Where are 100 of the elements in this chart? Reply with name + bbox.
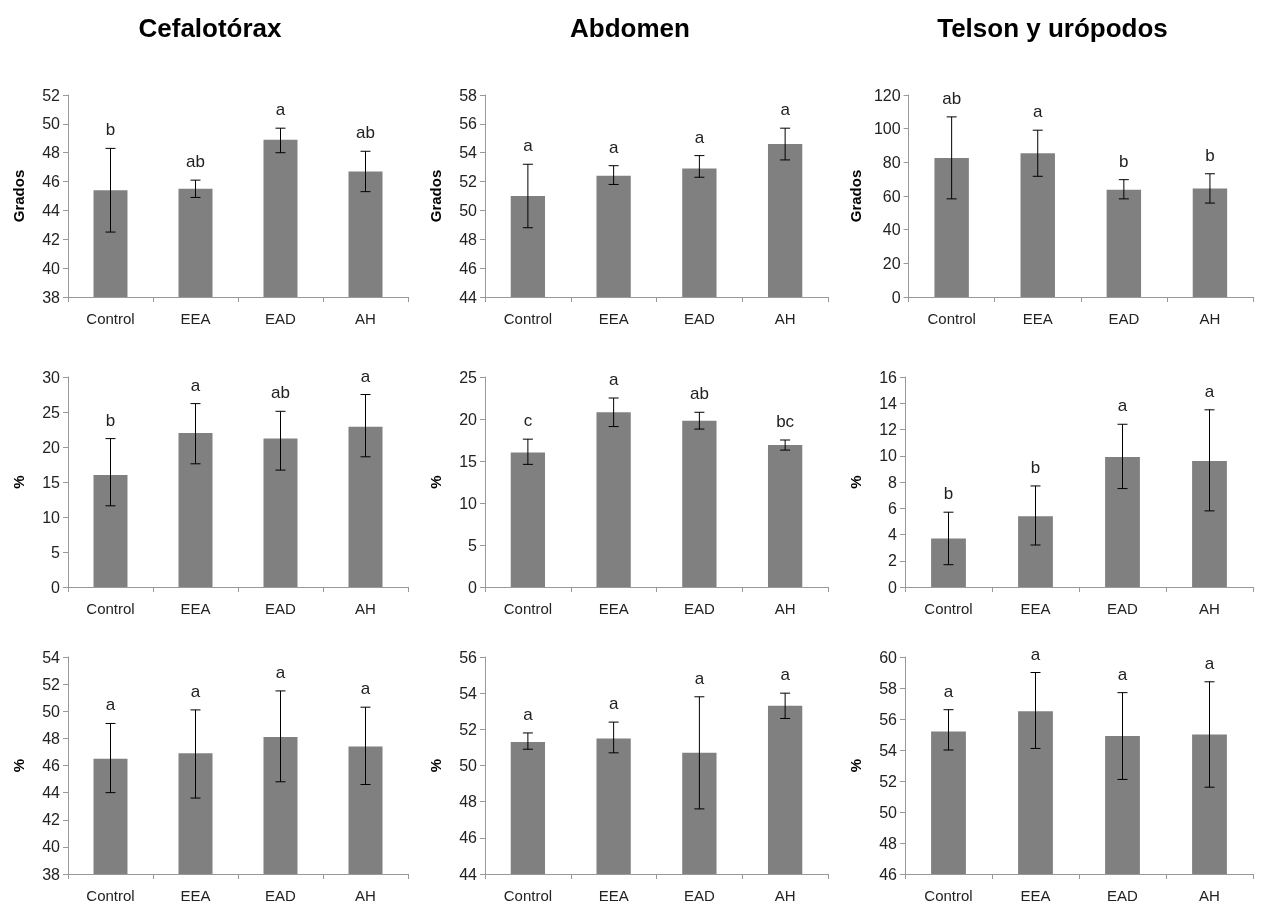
annotation: b [1030, 457, 1041, 477]
annotation: a [360, 366, 371, 386]
bar [1192, 188, 1228, 297]
bar [1018, 516, 1053, 587]
x-tick-label: AH [1199, 600, 1220, 617]
y-tick-label: 46 [459, 259, 478, 277]
x-tick-label: Control [927, 310, 976, 327]
y-tick-label: 2 [888, 552, 898, 570]
annotation: a [1204, 381, 1215, 401]
y-tick-label: 12 [879, 421, 898, 438]
annotation: a [1033, 102, 1044, 122]
x-tick-label: EAD [683, 600, 715, 617]
y-tick-label: 10 [879, 447, 898, 465]
bar [1106, 189, 1142, 297]
y-tick-label: 16 [879, 368, 898, 386]
y-tick-label: 38 [42, 288, 61, 306]
annotation: b [105, 120, 116, 140]
y-tick-label: 58 [879, 679, 898, 697]
y-tick-label: 5 [468, 536, 478, 554]
x-tick-label: EEA [598, 887, 629, 904]
y-tick-label: 50 [459, 201, 478, 219]
y-tick-label: 14 [879, 394, 898, 412]
x-tick-label: AH [774, 887, 796, 904]
bar [178, 433, 213, 587]
x-tick-label: AH [774, 310, 796, 327]
x-tick-label: Control [86, 600, 135, 617]
bar [931, 538, 966, 587]
y-tick-label: 46 [879, 865, 898, 883]
x-tick-label: EEA [1020, 600, 1051, 617]
annotation: c [523, 411, 533, 431]
x-tick-label: AH [1199, 310, 1221, 327]
y-axis-title: % [427, 475, 444, 489]
y-tick-label: 25 [42, 403, 61, 421]
y-tick-label: 20 [882, 254, 901, 272]
x-tick-label: AH [774, 600, 796, 617]
y-axis-title: Grados [427, 169, 444, 223]
x-tick-label: Control [924, 887, 973, 904]
annotation: a [1117, 664, 1128, 684]
y-tick-label: 46 [42, 173, 61, 191]
y-tick-label: 52 [459, 720, 478, 738]
y-tick-label: 4 [888, 526, 898, 543]
annotation: a [360, 679, 371, 699]
x-tick-label: EEA [180, 600, 211, 617]
annotation: a [275, 662, 286, 682]
y-tick-label: 48 [879, 834, 898, 852]
y-tick-label: 0 [891, 288, 901, 306]
y-tick-label: 46 [42, 757, 61, 774]
x-tick-label: EAD [265, 887, 297, 904]
annotation: a [275, 100, 286, 120]
x-tick-label: EAD [1107, 887, 1139, 904]
y-tick-label: 0 [468, 578, 478, 596]
y-tick-label: 54 [459, 684, 478, 702]
y-tick-label: 58 [459, 86, 478, 104]
x-tick-label: EEA [180, 887, 211, 904]
x-tick-label: EEA [1020, 887, 1051, 904]
annotation: a [608, 137, 619, 157]
y-tick-label: 44 [42, 201, 61, 219]
annotation: ab [186, 152, 205, 172]
x-tick-label: EAD [265, 600, 297, 617]
bar [1020, 153, 1055, 297]
y-tick-label: 0 [888, 578, 898, 596]
y-tick-label: 46 [459, 829, 478, 847]
bar [596, 412, 631, 587]
annotation: a [694, 668, 705, 688]
x-tick-label: AH [355, 600, 376, 617]
y-tick-label: 48 [42, 144, 61, 162]
bar [1105, 457, 1140, 587]
y-tick-label: 38 [42, 865, 61, 883]
chart-title: Telson y urópodos [937, 13, 1168, 43]
x-tick-label: EEA [1022, 310, 1053, 327]
y-tick-label: 50 [42, 702, 61, 720]
bar [510, 452, 546, 587]
y-tick-label: 48 [459, 230, 478, 248]
y-tick-label: 5 [51, 543, 61, 561]
y-tick-label: 60 [882, 187, 901, 205]
annotation: a [943, 681, 954, 701]
y-tick-label: 56 [459, 115, 478, 133]
annotation: b [943, 484, 954, 504]
x-tick-label: EAD [683, 310, 715, 327]
annotation: a [780, 665, 791, 685]
bar [348, 426, 383, 587]
bar [767, 445, 803, 587]
annotation: a [523, 704, 534, 724]
x-tick-label: EEA [598, 310, 629, 327]
annotation: ab [942, 88, 962, 108]
annotation: a [190, 681, 201, 701]
y-axis-title: % [847, 758, 864, 773]
y-tick-label: 20 [42, 438, 61, 456]
x-tick-label: Control [503, 310, 553, 327]
bar [263, 438, 298, 587]
annotation: a [1030, 644, 1041, 664]
annotation: a [608, 694, 619, 714]
x-tick-label: Control [503, 600, 553, 617]
y-tick-label: 48 [42, 729, 61, 747]
annotation: a [694, 127, 705, 147]
y-tick-label: 100 [873, 120, 901, 138]
x-tick-label: AH [1199, 887, 1220, 904]
y-tick-label: 50 [879, 803, 898, 821]
y-tick-label: 8 [888, 473, 898, 491]
y-tick-label: 20 [459, 410, 478, 428]
